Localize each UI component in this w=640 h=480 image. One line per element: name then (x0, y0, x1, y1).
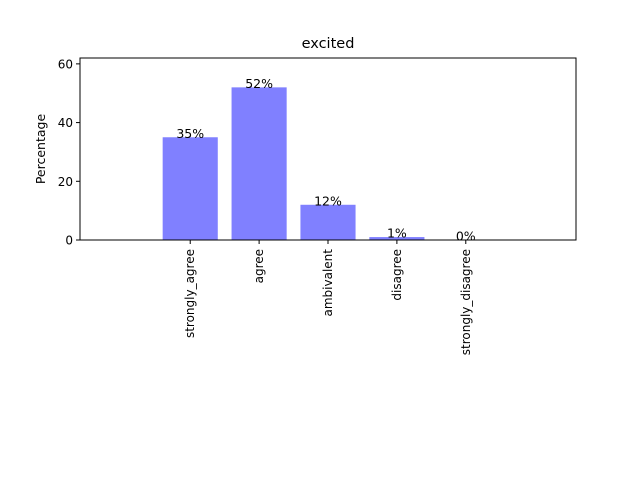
data-label: 52% (245, 76, 273, 91)
bar-strongly-agree (162, 137, 218, 240)
x-tick-label: disagree (390, 249, 404, 301)
x-tick-label: strongly_disagree (459, 249, 473, 355)
x-tick-label: strongly_agree (183, 249, 197, 338)
bars (162, 87, 425, 241)
bar-ambivalent (300, 204, 356, 240)
y-tick-label: 20 (58, 175, 73, 189)
y-tick-label: 40 (58, 116, 73, 130)
x-tick-label: ambivalent (321, 249, 335, 317)
y-tick-label: 60 (58, 57, 73, 71)
data-label: 12% (314, 193, 342, 208)
x-ticks: strongly_agree agree ambivalent disagree str… (183, 240, 473, 355)
chart-title: excited (302, 36, 355, 52)
bar-agree (231, 87, 287, 241)
y-ticks: 0 20 40 60 (58, 57, 80, 248)
x-tick-label: agree (252, 249, 266, 283)
data-label: 1% (387, 226, 407, 241)
y-tick-label: 0 (65, 234, 73, 248)
data-label: 35% (176, 126, 204, 141)
plot-frame (79, 57, 577, 241)
y-axis-label: Percentage (33, 114, 48, 185)
bar-disagree (369, 237, 425, 240)
